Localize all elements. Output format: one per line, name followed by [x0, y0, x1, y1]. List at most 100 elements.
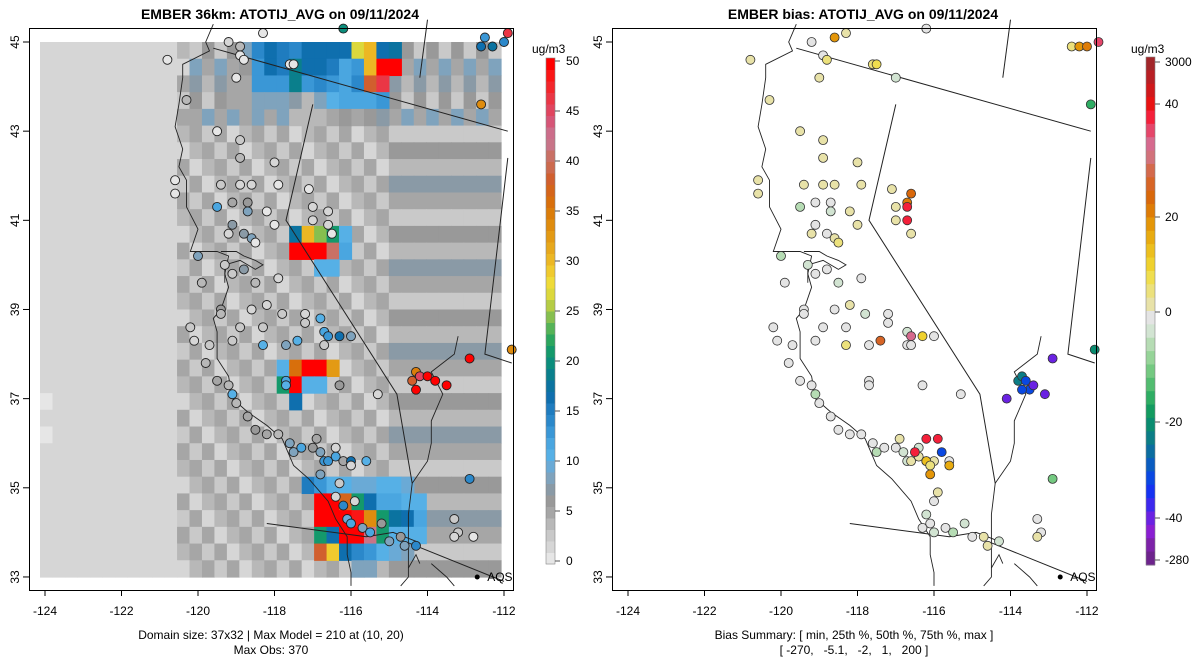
coastline [408, 553, 421, 569]
model-grid-cell [152, 560, 166, 578]
model-grid-cell [139, 560, 153, 578]
model-grid-cell [89, 359, 103, 377]
station-marker [330, 491, 341, 502]
station-marker [798, 179, 809, 190]
model-grid-cell [426, 426, 440, 444]
model-grid-cell [451, 92, 465, 110]
model-grid-cell [401, 125, 415, 143]
model-grid-cell [201, 459, 216, 478]
model-grid-cell [127, 125, 141, 143]
model-grid-cell [363, 292, 378, 311]
model-grid-cell [488, 443, 502, 461]
model-grid-cell [326, 92, 340, 110]
station-marker [242, 411, 253, 422]
model-grid-cell [114, 42, 128, 60]
aqs-legend-marker [1057, 574, 1063, 580]
model-grid-cell [40, 75, 54, 93]
model-grid-cell [426, 393, 440, 411]
model-grid-cell [301, 526, 315, 545]
model-grid-cell [326, 409, 340, 428]
model-grid-cell [177, 426, 191, 444]
model-grid-cell [413, 75, 427, 93]
model-grid-cell [251, 543, 265, 561]
model-grid-cell [388, 493, 402, 511]
model-grid-cell [251, 309, 265, 327]
model-grid-cell [164, 560, 178, 578]
model-grid-cell [351, 125, 365, 143]
model-grid-cell [488, 92, 502, 110]
model-grid-cell [476, 259, 490, 277]
model-grid-cell [351, 543, 365, 561]
colorbar-tick-label: -20 [1165, 415, 1183, 429]
station-marker [798, 308, 809, 319]
model-grid-cell [376, 159, 390, 177]
model-grid-cell [52, 75, 66, 93]
model-grid-cell [351, 426, 365, 444]
y-tick-label: 45 [591, 35, 605, 49]
model-grid-cell [139, 175, 153, 194]
model-grid-cell [152, 426, 166, 444]
model-grid-cell [476, 510, 490, 528]
model-grid-cell [413, 409, 427, 428]
station-marker [1020, 375, 1031, 386]
model-grid-cell [177, 225, 191, 244]
model-grid-cell [314, 493, 328, 511]
model-grid-cell [351, 192, 365, 210]
station-marker [978, 531, 989, 542]
station-marker [810, 389, 821, 400]
model-grid-cell [164, 359, 178, 377]
station-marker [307, 442, 318, 453]
model-grid-cell [463, 309, 477, 327]
colorbar-swatch [1146, 311, 1155, 325]
model-grid-cell [214, 276, 228, 294]
model-grid-cell [463, 108, 477, 127]
model-grid-cell [251, 292, 265, 311]
model-grid-cell [339, 225, 353, 244]
model-grid-cell [251, 58, 265, 77]
model-grid-cell [40, 58, 54, 77]
model-grid-cell [152, 342, 166, 361]
model-grid-cell [114, 58, 128, 77]
model-grid-cell [201, 443, 216, 461]
model-grid-cell [339, 292, 353, 311]
colorbar-swatch [1146, 538, 1155, 553]
y-tick-label: 33 [591, 570, 605, 584]
station-marker [1032, 514, 1043, 524]
colorbar-swatch [546, 529, 555, 542]
model-grid-cell [40, 225, 54, 244]
model-grid-cell [189, 393, 203, 411]
station-marker [844, 300, 855, 310]
model-grid-cell [301, 493, 315, 511]
station-marker [223, 228, 234, 239]
model-grid-cell [438, 426, 452, 444]
colorbar-tick-label: 25 [566, 304, 580, 318]
model-grid-cell [251, 359, 265, 377]
model-grid-cell [289, 125, 303, 143]
model-grid-cell [314, 42, 328, 60]
colorbar-swatch [1146, 524, 1155, 539]
model-grid-cell [214, 58, 228, 77]
model-grid-cell [127, 58, 141, 77]
station-marker [818, 179, 829, 190]
model-grid-cell [77, 276, 91, 294]
model-grid-cell [301, 42, 315, 60]
model-grid-cell [139, 526, 153, 545]
model-grid-cell [426, 342, 440, 361]
model-grid-cell [488, 276, 502, 294]
model-grid-cell [476, 393, 490, 411]
model-grid-cell [476, 409, 490, 428]
colorbar-swatch [546, 483, 555, 496]
colorbar-swatch [546, 403, 555, 415]
model-grid-cell [64, 292, 78, 311]
model-grid-cell [177, 510, 191, 528]
model-grid-cell [388, 242, 402, 260]
model-grid-cell [401, 159, 415, 177]
station-marker [372, 389, 383, 400]
model-grid-cell [114, 209, 128, 227]
model-grid-cell [463, 209, 477, 227]
model-grid-cell [239, 309, 253, 327]
model-grid-cell [102, 376, 116, 394]
model-grid-cell [339, 92, 353, 110]
model-grid-cell [264, 125, 278, 143]
station-marker [288, 447, 299, 458]
